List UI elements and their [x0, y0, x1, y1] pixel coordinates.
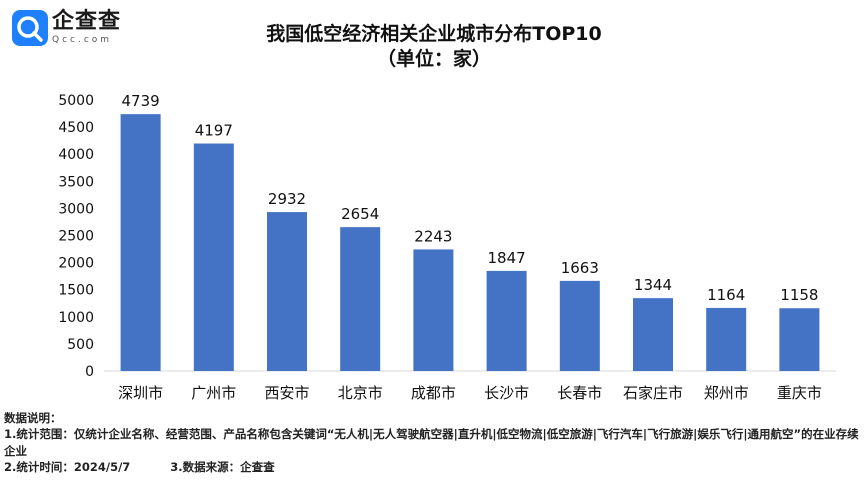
x-tick-label: 西安市 [264, 384, 309, 402]
y-tick-label: 5000 [58, 93, 94, 109]
x-tick-label: 长沙市 [484, 384, 529, 402]
notes-heading: 数据说明： [4, 411, 62, 425]
brand-domain: Qcc.com [52, 35, 113, 45]
bar [779, 308, 820, 371]
notes-time: 2.统计时间：2024/5/7 [4, 459, 131, 474]
data-label: 2654 [341, 205, 379, 223]
bar [267, 212, 307, 371]
data-label: 1663 [561, 259, 599, 277]
data-notes: 数据说明： 1.统计范围：仅统计企业名称、经营范围、产品名称包含关键词“无人机|… [4, 410, 864, 475]
data-label: 2932 [268, 190, 306, 208]
y-tick-label: 4000 [58, 147, 94, 163]
y-tick-label: 3500 [58, 174, 94, 190]
brand-logo: 企查查 Qcc.com [12, 10, 121, 46]
brand-name: 企查查 [52, 9, 122, 34]
notes-source: 3.数据来源：企查查 [170, 459, 275, 474]
x-tick-label: 重庆市 [777, 384, 822, 402]
x-tick-label: 广州市 [191, 384, 236, 402]
data-label: 1164 [707, 286, 745, 304]
data-label: 1158 [780, 286, 818, 304]
qcc-logo-icon [12, 10, 48, 46]
bar [706, 307, 747, 371]
chart-title: 我国低空经济相关企业城市分布TOP10 [266, 23, 602, 45]
x-tick-label: 成都市 [411, 384, 456, 402]
chart-title-block: 我国低空经济相关企业城市分布TOP10 （单位：家） [0, 22, 868, 71]
y-tick-label: 500 [67, 337, 94, 353]
bar-chart: 0 500 1000 1500 2000 2500 3000 3500 4000 4500 5000… [58, 92, 836, 402]
x-tick-label: 北京市 [338, 384, 383, 402]
data-label: 4197 [195, 122, 233, 140]
bar [193, 143, 234, 371]
x-tick-label: 石家庄市 [623, 384, 683, 402]
data-label: 1847 [488, 249, 526, 267]
bar [633, 298, 673, 371]
y-tick-label: 1500 [58, 283, 94, 299]
y-tick-label: 3000 [58, 201, 94, 217]
data-label: 1344 [634, 276, 672, 294]
chart-subtitle: （单位：家） [376, 47, 491, 70]
bar [413, 249, 454, 371]
notes-scope: 1.统计范围：仅统计企业名称、经营范围、产品名称包含关键词“无人机|无人驾驶航空… [4, 427, 859, 458]
x-tick-label: 长春市 [557, 384, 602, 402]
bar [340, 227, 381, 371]
bar [120, 114, 161, 371]
y-tick-label: 0 [85, 364, 94, 380]
y-tick-label: 2000 [58, 256, 94, 272]
x-tick-label: 郑州市 [704, 384, 749, 402]
notes-meta-row: 2.统计时间：2024/5/7 3.数据来源：企查查 [4, 459, 864, 475]
bar [486, 270, 527, 371]
y-tick-label: 1000 [58, 310, 94, 326]
y-tick-label: 2500 [58, 229, 94, 245]
x-tick-label: 深圳市 [118, 384, 163, 402]
y-tick-label: 4500 [58, 120, 94, 136]
data-label: 4739 [122, 92, 160, 110]
data-label: 2243 [414, 227, 452, 245]
bar [559, 280, 600, 371]
